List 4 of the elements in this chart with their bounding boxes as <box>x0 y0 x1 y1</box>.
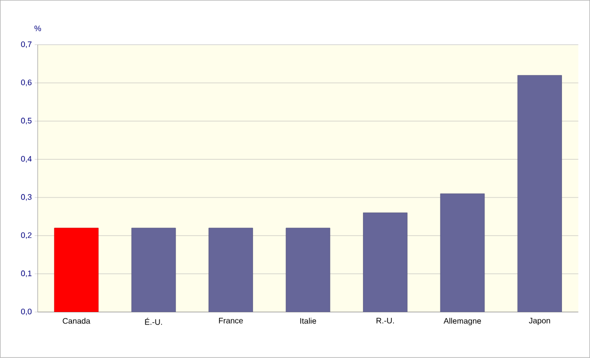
bar <box>131 228 176 312</box>
bar <box>54 228 99 312</box>
bar <box>208 228 254 312</box>
bar <box>286 228 330 312</box>
